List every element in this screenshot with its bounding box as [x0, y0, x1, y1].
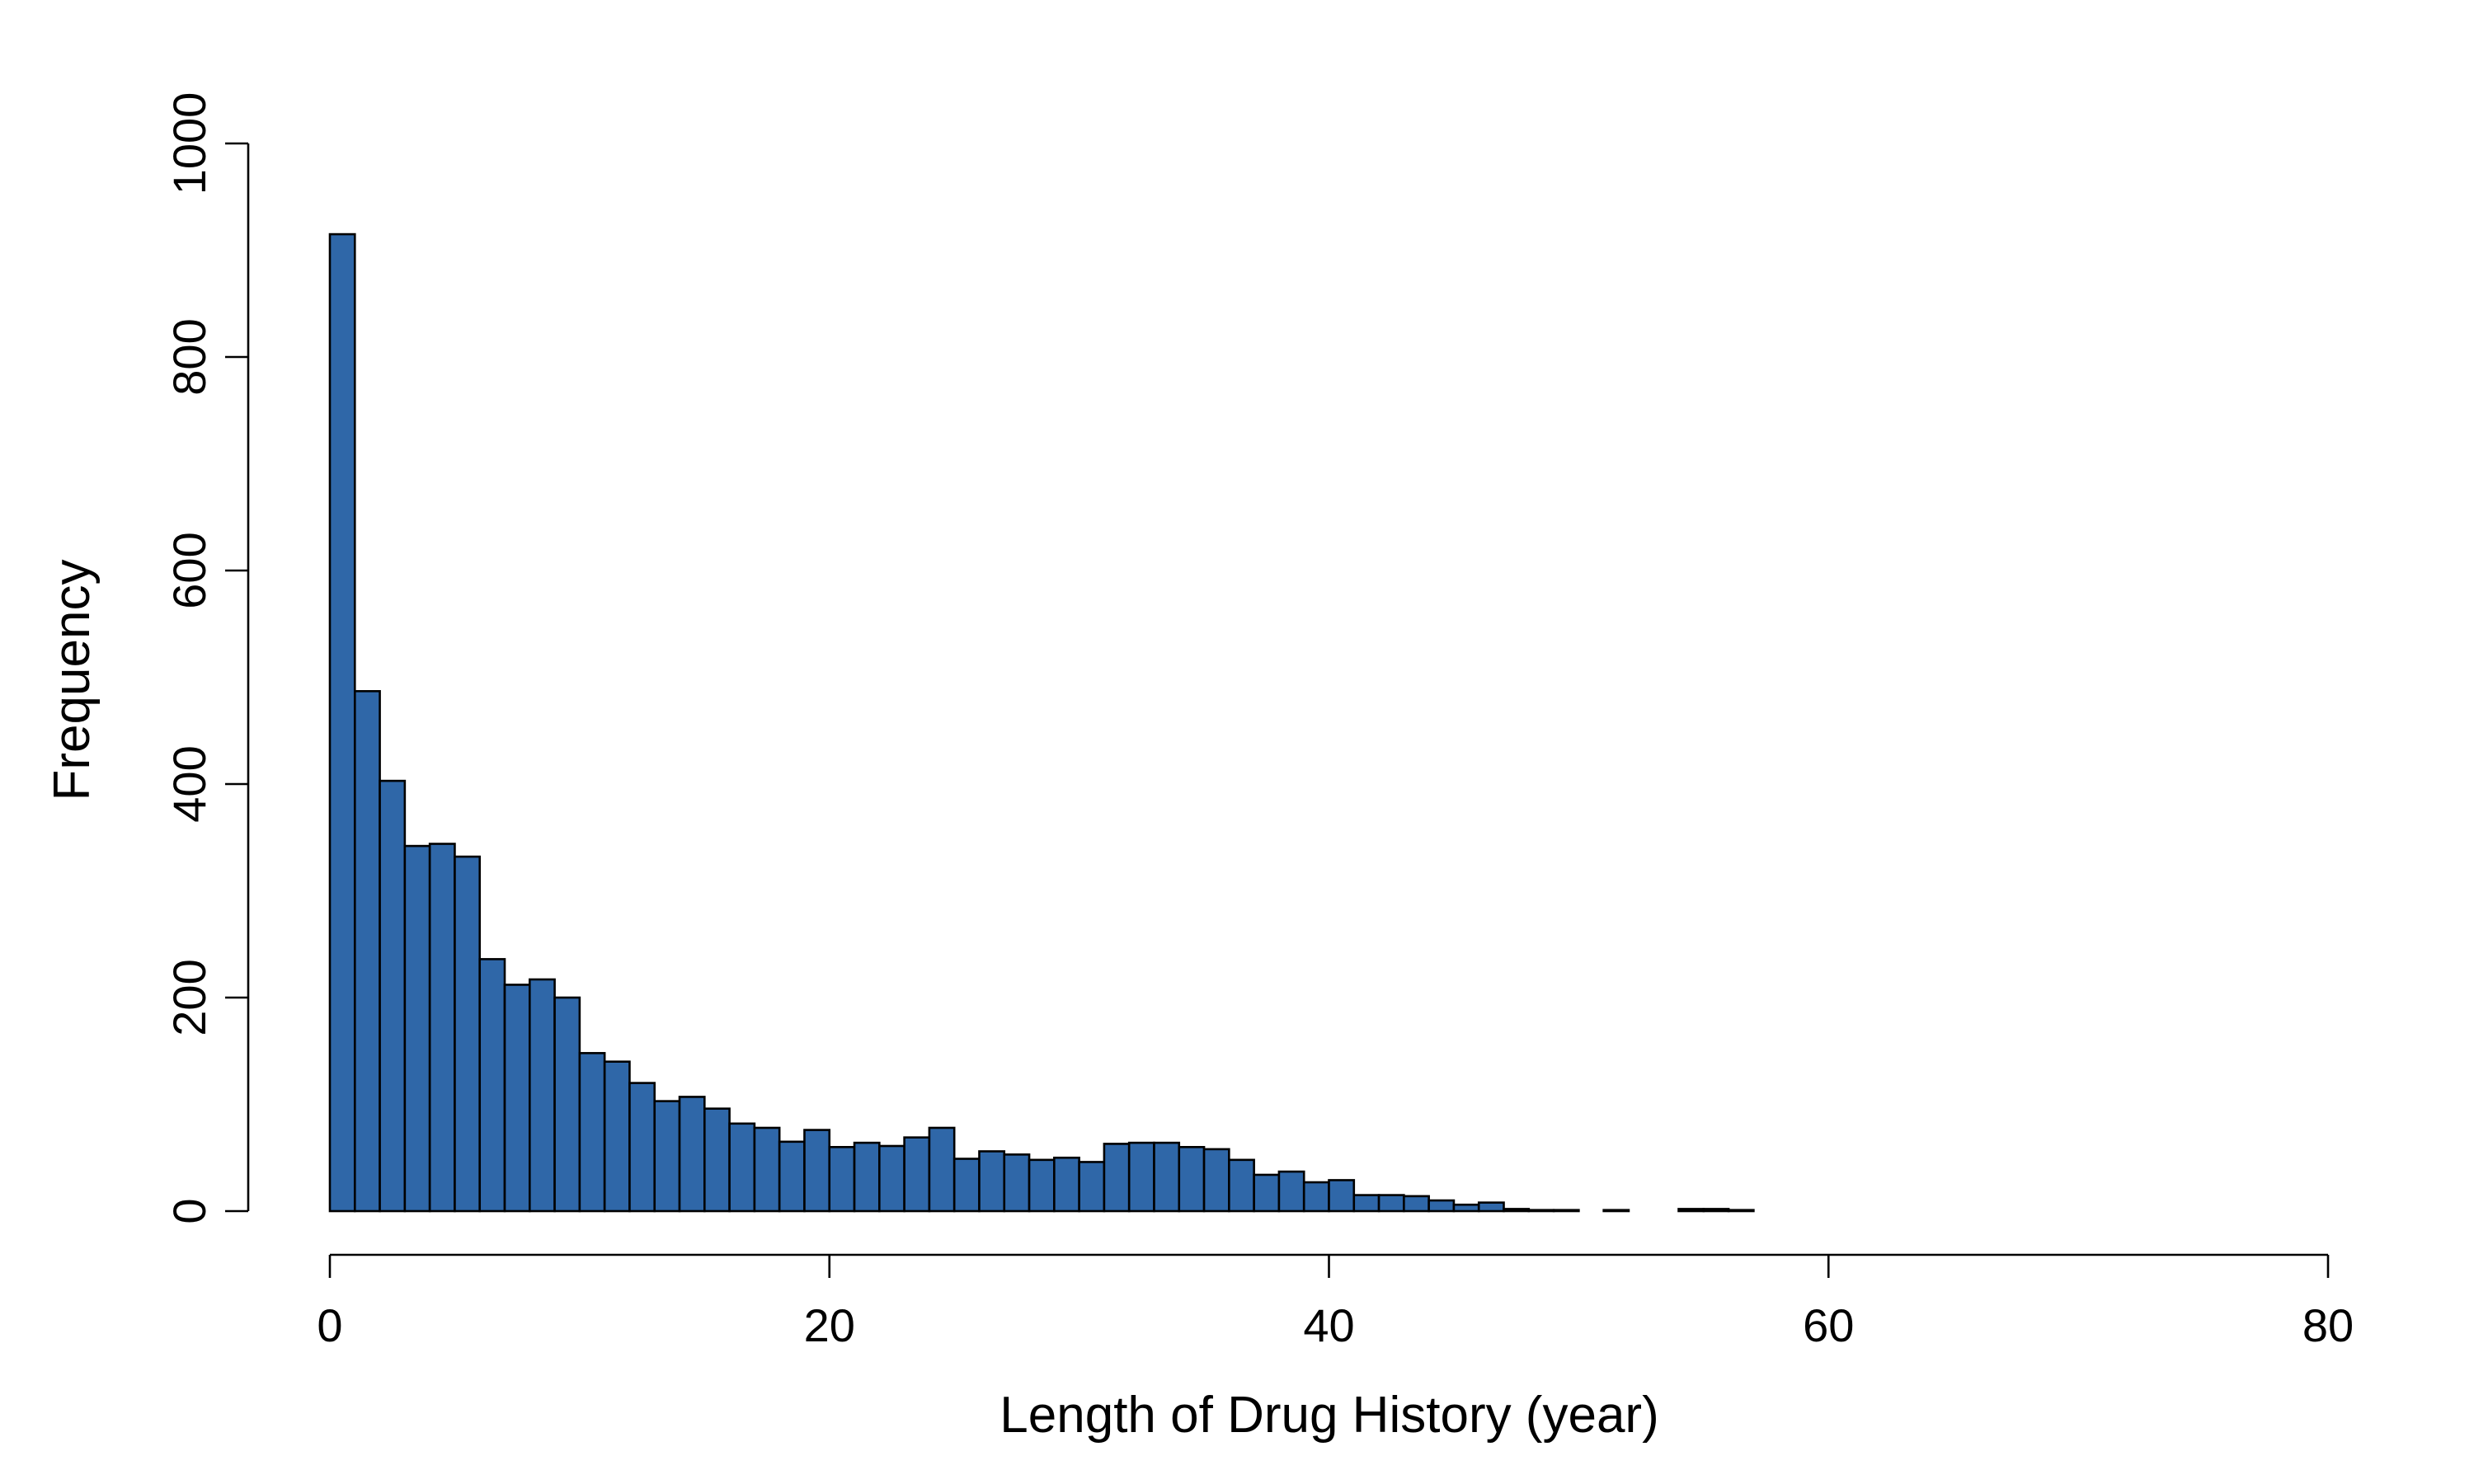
histogram-bar [553, 996, 581, 1213]
histogram-bar [403, 844, 431, 1213]
x-tick-label: 0 [317, 1299, 342, 1351]
histogram-bar [1452, 1203, 1480, 1213]
histogram-bar [1527, 1209, 1555, 1213]
y-tick-label: 0 [163, 1198, 215, 1223]
histogram-bar [828, 1146, 856, 1213]
histogram-bar [428, 843, 456, 1213]
y-tick-label: 600 [163, 532, 215, 608]
x-tick-label: 60 [1803, 1299, 1854, 1351]
x-tick-label: 40 [1303, 1299, 1354, 1351]
histogram-bar [528, 978, 556, 1213]
histogram-bar [703, 1107, 731, 1213]
x-axis: 0 20 40 60 80 [317, 1253, 2354, 1351]
y-axis: 0 200 400 600 800 1000 [163, 92, 250, 1224]
histogram-bar [1277, 1170, 1305, 1213]
histogram-bar [678, 1096, 706, 1213]
histogram-bar [1153, 1141, 1181, 1213]
histogram-bar [503, 984, 531, 1213]
histogram-bar [628, 1082, 656, 1213]
histogram-bar [603, 1060, 631, 1213]
histogram-bar [803, 1129, 831, 1213]
histogram-bar [878, 1144, 905, 1213]
histogram-bar [753, 1126, 781, 1213]
y-tick-label: 1000 [163, 92, 215, 195]
histogram-bar [903, 1136, 931, 1213]
y-tick-label: 200 [163, 959, 215, 1036]
histogram-bar [1377, 1194, 1405, 1213]
histogram-bar [1552, 1209, 1580, 1213]
histogram-bar [1053, 1156, 1080, 1213]
histogram-bar [1403, 1195, 1430, 1213]
histogram-bar [1352, 1194, 1380, 1213]
histogram-bar [578, 1052, 606, 1213]
histogram-bar [1477, 1201, 1505, 1213]
histogram-bar [1427, 1199, 1456, 1213]
y-tick-label: 800 [163, 318, 215, 395]
histogram-bar [728, 1122, 756, 1213]
histogram-bar [328, 232, 356, 1213]
histogram-bar [952, 1158, 981, 1213]
y-tick-label: 400 [163, 745, 215, 822]
x-tick-label: 80 [2302, 1299, 2354, 1351]
x-tick-label: 20 [804, 1299, 855, 1351]
histogram-bar [1103, 1143, 1131, 1213]
histogram-bar [1328, 1179, 1356, 1213]
histogram-bar [1302, 1181, 1330, 1213]
histogram-bar [1228, 1158, 1255, 1213]
histogram-bar [1677, 1208, 1705, 1213]
histogram-bar [653, 1100, 681, 1213]
histogram-bar [1253, 1173, 1281, 1213]
histogram-bar [1003, 1153, 1031, 1213]
histogram-bar [454, 855, 482, 1213]
histogram-bar [1602, 1209, 1630, 1213]
histogram-bar [853, 1141, 881, 1213]
histogram-bar [928, 1126, 956, 1213]
y-axis-title: Frequency [44, 560, 101, 801]
histogram-bar [1078, 1161, 1106, 1213]
histogram-bar [1503, 1208, 1531, 1213]
histogram-bar [379, 779, 407, 1213]
histogram-bar [1127, 1141, 1155, 1213]
histogram-bar [1202, 1148, 1230, 1213]
histogram-bar [353, 690, 381, 1213]
histogram-bar [1727, 1209, 1755, 1213]
histogram-bar [778, 1140, 806, 1213]
histogram-bar [1178, 1146, 1206, 1213]
histogram-bar [978, 1150, 1006, 1213]
histogram-bar [1702, 1208, 1730, 1213]
bars-group [328, 232, 1755, 1213]
x-axis-title: Length of Drug History (year) [999, 1387, 1658, 1444]
histogram-bar [478, 958, 506, 1213]
histogram-bar [1028, 1158, 1056, 1213]
